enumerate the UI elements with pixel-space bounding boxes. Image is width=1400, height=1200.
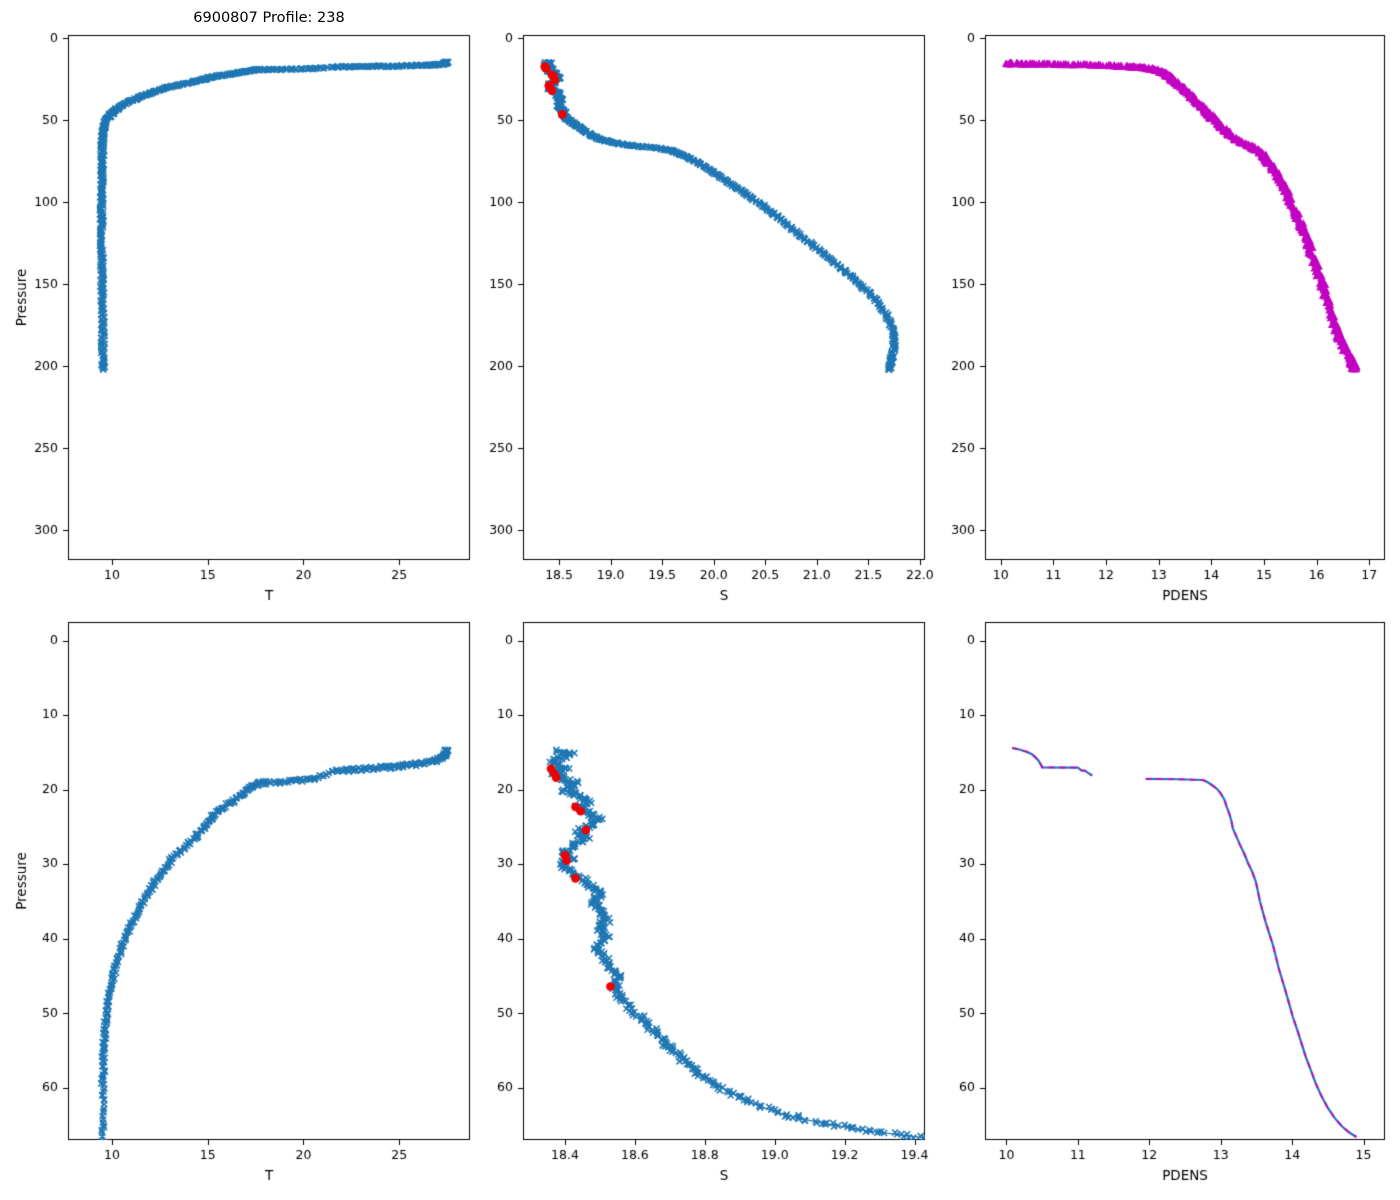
figure-title: 6900807 Profile: 238	[193, 10, 345, 26]
